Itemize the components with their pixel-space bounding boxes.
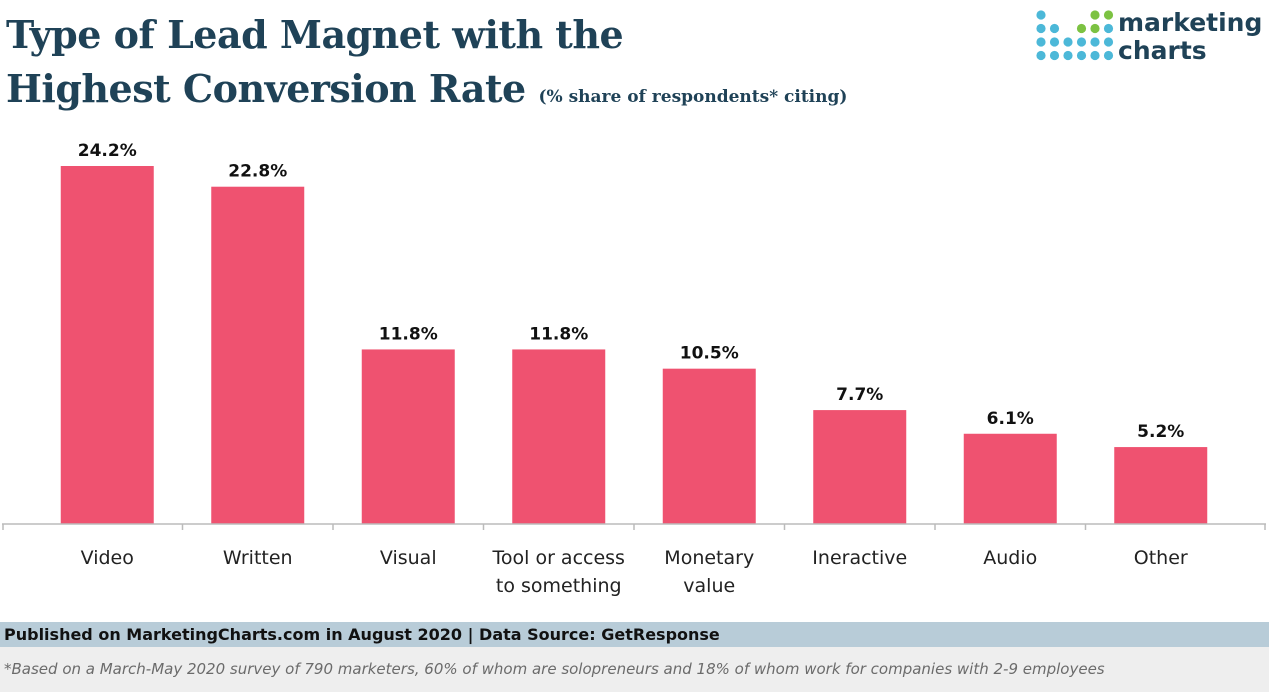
chart-subtitle: (% share of respondents* citing) <box>538 87 848 107</box>
category-label-2: Visual <box>380 547 437 569</box>
value-label-7: 5.2% <box>1137 422 1184 442</box>
value-label-4: 10.5% <box>680 344 739 364</box>
value-label-2: 11.8% <box>379 324 438 344</box>
title-line-2-text: Highest Conversion Rate <box>6 66 526 111</box>
bar-1 <box>211 186 305 524</box>
category-label-4: Monetary value <box>664 547 754 597</box>
logo-text-line-2: charts <box>1118 36 1207 65</box>
logo-dot-8 <box>1063 50 1073 61</box>
logo-dot-15 <box>1090 50 1100 61</box>
logo-dot-2 <box>1036 37 1046 47</box>
chart-title: Type of Lead Magnet with the Highest Con… <box>6 8 847 124</box>
bar-6 <box>963 433 1057 524</box>
logo-text-line-1: marketing <box>1118 8 1263 37</box>
category-label-6: Audio <box>983 547 1037 569</box>
logo-dot-10 <box>1076 37 1087 47</box>
category-label-1: Written <box>223 547 293 569</box>
logo-dot-0 <box>1036 10 1046 20</box>
logo-dot-19 <box>1103 50 1114 61</box>
category-label-0: Video <box>81 547 134 569</box>
logo-dot-3 <box>1036 50 1046 61</box>
category-label-5: Ineractive <box>812 547 907 569</box>
bar-7 <box>1114 447 1208 524</box>
bar-3 <box>512 349 606 524</box>
category-label-3: Tool or access to something <box>492 547 625 597</box>
source-bar: Published on MarketingCharts.com in Augu… <box>0 622 1269 647</box>
category-label-7: Other <box>1134 547 1188 569</box>
title-line-2: Highest Conversion Rate (% share of resp… <box>6 62 847 124</box>
logo-dot-13 <box>1090 23 1100 34</box>
logo-dot-16 <box>1103 10 1114 20</box>
value-label-5: 7.7% <box>836 385 883 405</box>
logo-dot-5 <box>1049 37 1060 47</box>
logo-dot-4 <box>1049 23 1060 34</box>
marketing-charts-logo-icon <box>1036 10 1114 61</box>
value-label-1: 22.8% <box>228 162 287 182</box>
bars-group: 24.2% 22.8% 11.8% 11.8% 10.5% 7.7% 6.1% 5.2% <box>60 141 1208 524</box>
x-axis: Video Written Visual Tool or access to somet… <box>2 523 1266 597</box>
logo-dot-11 <box>1076 50 1087 61</box>
logo-dot-9 <box>1076 23 1087 34</box>
logo-dot-14 <box>1090 37 1100 47</box>
logo-dot-7 <box>1063 37 1073 47</box>
logo-dot-12 <box>1090 10 1100 20</box>
marketing-charts-logo-text: marketing charts <box>1118 9 1262 65</box>
logo-dot-6 <box>1049 50 1060 61</box>
value-label-6: 6.1% <box>987 409 1034 429</box>
bar-0 <box>60 166 154 524</box>
footnote: *Based on a March-May 2020 survey of 790… <box>0 647 1269 692</box>
bar-5 <box>813 410 907 524</box>
title-line-1: Type of Lead Magnet with the <box>6 12 624 57</box>
bar-chart: 24.2% 22.8% 11.8% 11.8% 10.5% 7.7% 6.1% 5.2% Vi… <box>2 141 1266 597</box>
value-label-0: 24.2% <box>78 141 137 161</box>
bar-4 <box>662 368 756 524</box>
logo-dot-18 <box>1103 37 1114 47</box>
logo-dot-17 <box>1103 23 1114 34</box>
bar-2 <box>361 349 455 524</box>
value-label-3: 11.8% <box>529 324 588 344</box>
logo-dot-1 <box>1036 23 1046 34</box>
